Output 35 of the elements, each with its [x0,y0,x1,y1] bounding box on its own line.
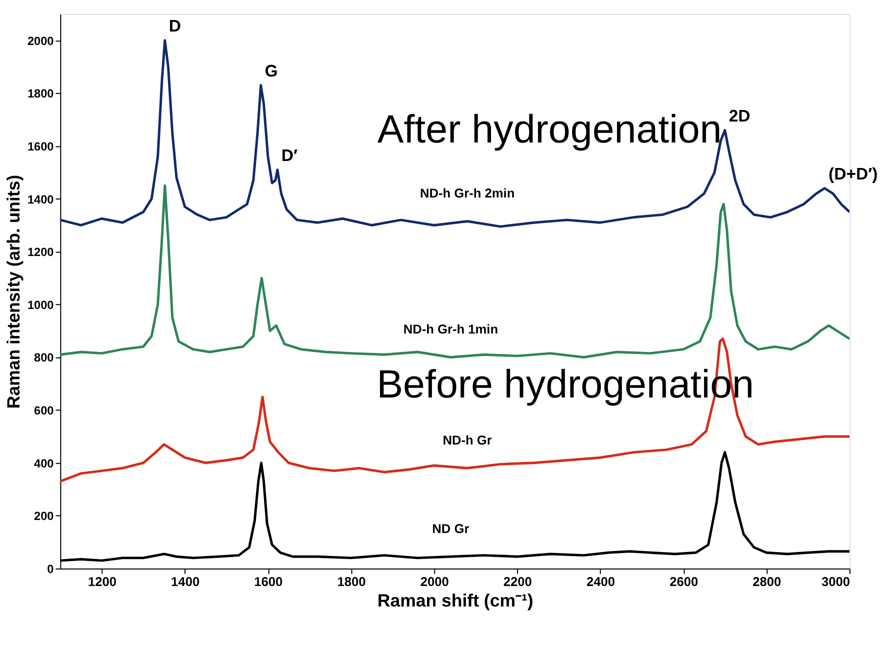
annotation: D [168,16,181,36]
annotation: After hydrogenation [377,107,722,152]
x-tick-label: 1200 [88,574,116,589]
x-tick-label: 1400 [171,574,200,589]
series-label: ND Gr [432,520,470,536]
line-series [60,338,850,483]
y-tick-label: 200 [34,509,54,524]
x-tick-label: 1800 [337,574,366,589]
line-series [60,184,850,358]
y-tick-label: 1200 [27,245,54,260]
series-label: ND-h Gr [442,432,492,448]
annotation: G [264,61,278,80]
y-tick-label: 400 [34,456,54,470]
series-label: ND-h Gr-h 2min [420,186,515,201]
y-tick-label: 600 [34,404,54,418]
y-tick-label: 0 [47,562,54,576]
annotation: D′ [281,146,298,165]
y-axis-title: Raman intensity (arb. units) [4,174,24,409]
x-tick-label: 3000 [822,574,850,589]
x-axis-title: Raman shift (cm⁻¹) [377,590,534,610]
y-tick-label: 800 [34,350,54,365]
x-tick-label: 2400 [586,574,616,589]
annotation: (D+D′) [828,164,878,184]
y-tick-label: 2000 [27,34,54,48]
y-tick-label: 1000 [27,298,54,312]
x-tick-label: 2200 [503,574,532,589]
y-tick-label: 1800 [27,86,54,101]
x-tick-label: 2000 [420,574,449,589]
x-tick-label: 1600 [254,574,283,589]
y-tick-label: 1600 [27,139,54,154]
x-tick-label: 2800 [752,574,782,589]
x-tick-label: 2600 [670,574,698,589]
series-label: ND-h Gr-h 1min [403,322,498,337]
annotation: 2D [728,106,750,126]
y-tick-label: 1400 [27,192,54,206]
